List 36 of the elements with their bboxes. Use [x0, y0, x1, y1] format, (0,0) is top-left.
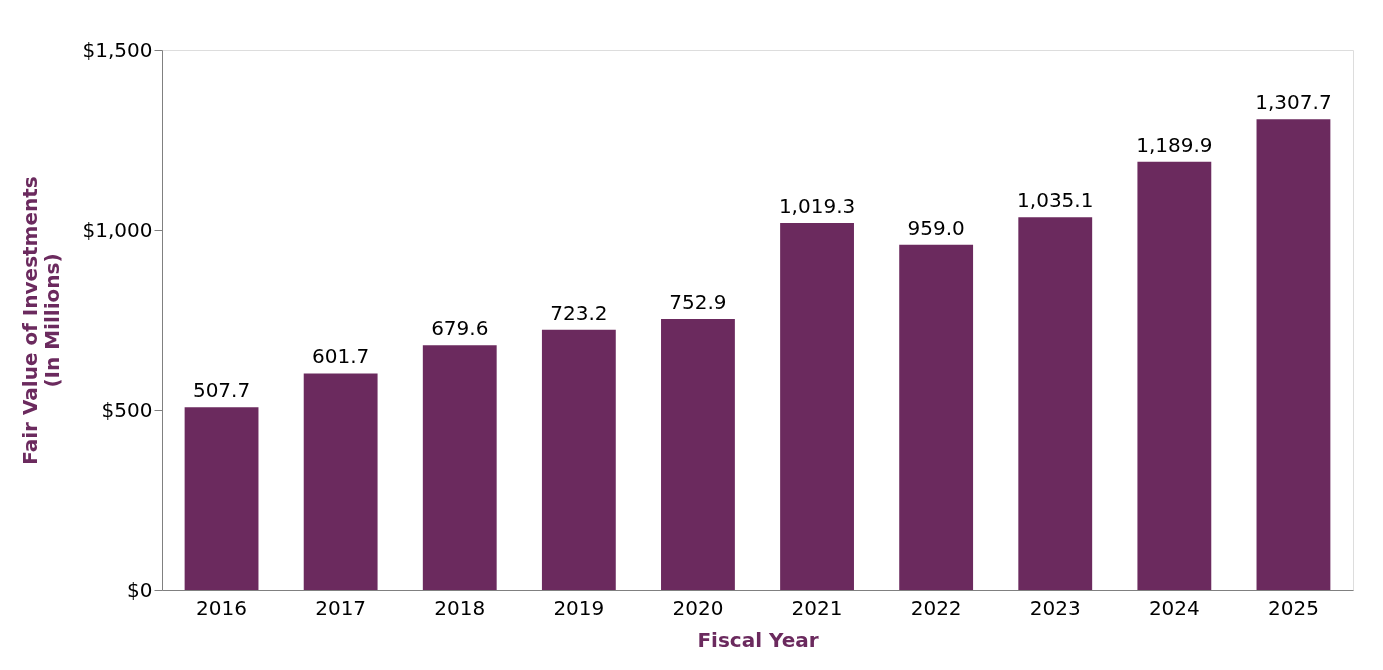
data-label: 1,019.3 [778, 194, 856, 219]
bar [780, 223, 854, 590]
data-label: 679.6 [431, 316, 489, 341]
x-tick-label: 2024 [1148, 595, 1200, 620]
x-tick-label: 2018 [434, 595, 486, 620]
data-label: 959.0 [907, 215, 965, 240]
y-tick-label: $1,000 [82, 217, 153, 242]
x-tick-label: 2016 [196, 595, 247, 620]
data-label: 752.9 [669, 289, 727, 314]
x-tick-label: 2020 [672, 595, 724, 620]
bar [1256, 119, 1331, 590]
bar [422, 345, 497, 590]
data-label: 1,035.1 [1017, 188, 1094, 213]
bar [1018, 217, 1093, 590]
bar [661, 318, 735, 590]
y-axis-title: Fair Value of Investments (In Millions) [17, 176, 64, 465]
x-axis-title: Fiscal Year [697, 627, 819, 652]
x-tick-label: 2023 [1029, 595, 1081, 620]
x-tick-label: 2021 [791, 595, 843, 620]
bar [541, 329, 616, 590]
y-tick-label: $1,500 [82, 37, 153, 62]
data-label: 1,189.9 [1136, 132, 1213, 157]
data-label: 507.7 [192, 378, 251, 403]
y-tick-label: $500 [101, 397, 153, 422]
bar [184, 407, 259, 590]
data-label: 723.2 [550, 300, 608, 325]
data-label: 601.7 [312, 344, 370, 369]
bar [1137, 161, 1212, 590]
x-tick-label: 2025 [1268, 595, 1319, 620]
data-label: 1,307.7 [1255, 90, 1332, 115]
y-tick-label: $0 [127, 577, 153, 602]
bar [303, 373, 378, 590]
bar [899, 244, 974, 590]
x-tick-label: 2017 [315, 595, 367, 620]
x-tick-label: 2022 [910, 595, 962, 620]
x-tick-label: 2019 [553, 595, 605, 620]
